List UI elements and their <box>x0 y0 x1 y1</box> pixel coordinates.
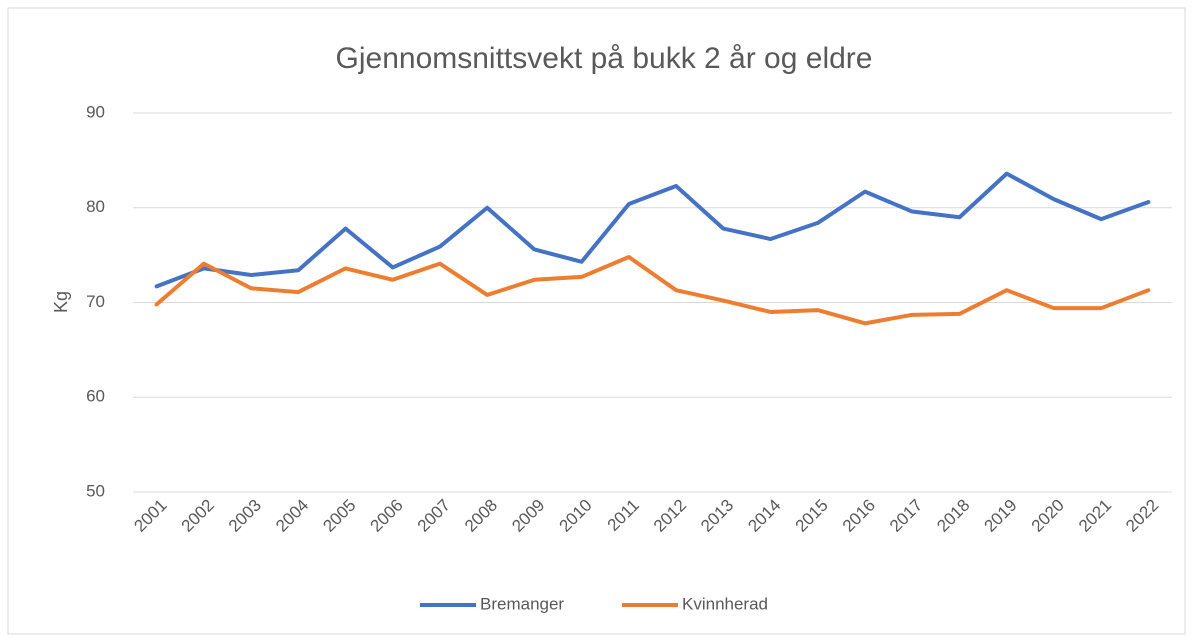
chart-border <box>7 7 1186 635</box>
y-tick-label: 50 <box>86 481 105 500</box>
y-tick-label: 90 <box>86 102 105 121</box>
line-series <box>154 255 1151 326</box>
legend-label: Kvinnherad <box>682 594 768 613</box>
y-axis-label: Kg <box>51 291 71 313</box>
y-tick-label: 60 <box>86 387 105 406</box>
y-tick-label: 80 <box>86 197 105 216</box>
y-tick-label: 70 <box>86 292 105 311</box>
legend-label: Bremanger <box>480 594 564 613</box>
chart-title: Gjennomsnittsvekt på bukk 2 år og eldre <box>336 42 873 75</box>
line-series <box>154 171 1151 289</box>
